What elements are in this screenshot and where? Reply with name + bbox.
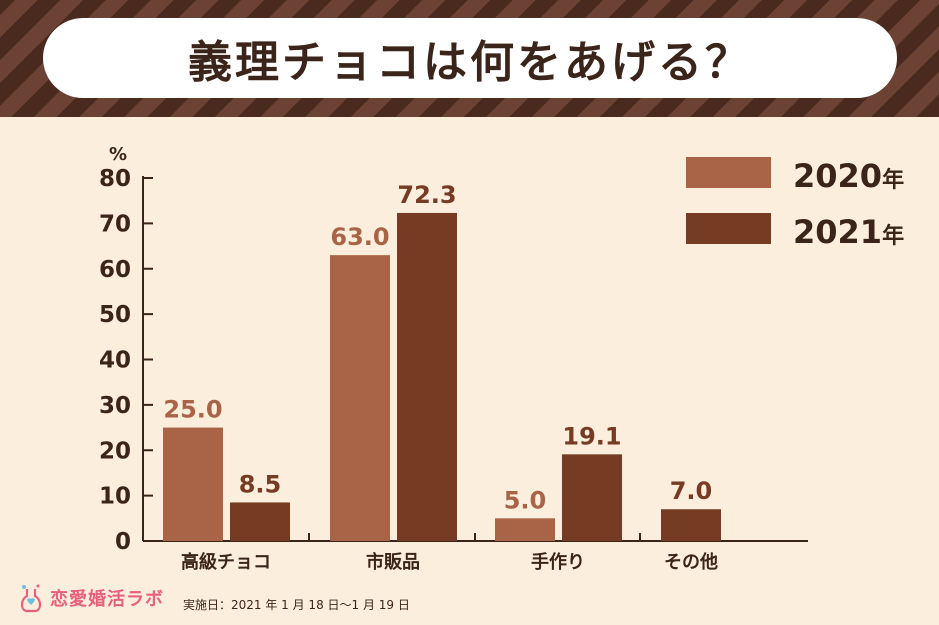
bar-2021-2: [562, 454, 622, 541]
y-tick-label: 40: [99, 348, 131, 374]
data-label: 25.0: [163, 396, 222, 424]
bar-2020-1: [330, 255, 390, 541]
y-tick-label: 60: [99, 257, 131, 283]
legend-year: 2021: [793, 213, 882, 251]
data-label: 72.3: [397, 181, 456, 209]
bar-2021-0: [230, 502, 290, 541]
y-axis-unit: %: [109, 144, 127, 165]
data-label: 19.1: [562, 422, 621, 450]
y-tick-label: 30: [99, 393, 131, 419]
legend-unit: 年: [882, 167, 904, 193]
y-tick-label: 20: [99, 438, 131, 464]
legend-year: 2020: [793, 157, 882, 195]
x-category-label: その他: [664, 551, 718, 573]
x-category-label: 手作り: [531, 551, 585, 573]
legend-swatch-2021: [686, 213, 771, 244]
data-label: 8.5: [239, 470, 282, 498]
legend-unit: 年: [882, 223, 904, 249]
survey-date-note: 実施日：2021 年 1 月 18 日〜1 月 19 日: [183, 598, 410, 612]
brand-name: 恋愛婚活ラボ: [50, 589, 164, 610]
bar-2021-3: [661, 509, 721, 541]
brand-logo: 恋愛婚活ラボ: [18, 583, 164, 613]
data-label: 7.0: [670, 477, 713, 505]
y-tick-label: 0: [115, 529, 131, 555]
chart-title: 義理チョコは何をあげる？: [188, 37, 752, 88]
data-label: 5.0: [504, 486, 547, 514]
flask-heart-icon: [20, 584, 42, 613]
bar-2020-0: [163, 427, 223, 541]
x-category-label: 市販品: [366, 551, 420, 573]
x-category-label: 高級チョコ: [181, 551, 271, 573]
bar-2021-1: [397, 212, 457, 541]
legend-label-2020: 2020年: [793, 157, 904, 195]
legend-swatch-2020: [686, 157, 771, 188]
header-banner: 義理チョコは何をあげる？: [0, 0, 939, 117]
y-tick-label: 70: [99, 211, 131, 237]
legend-label-2021: 2021年: [793, 213, 904, 251]
y-tick-label: 10: [99, 484, 131, 510]
y-tick-label: 50: [99, 302, 131, 328]
bar-2020-2: [495, 518, 555, 541]
data-label: 63.0: [330, 223, 389, 251]
title-box: 義理チョコは何をあげる？: [43, 18, 897, 98]
y-tick-label: 80: [99, 166, 131, 192]
